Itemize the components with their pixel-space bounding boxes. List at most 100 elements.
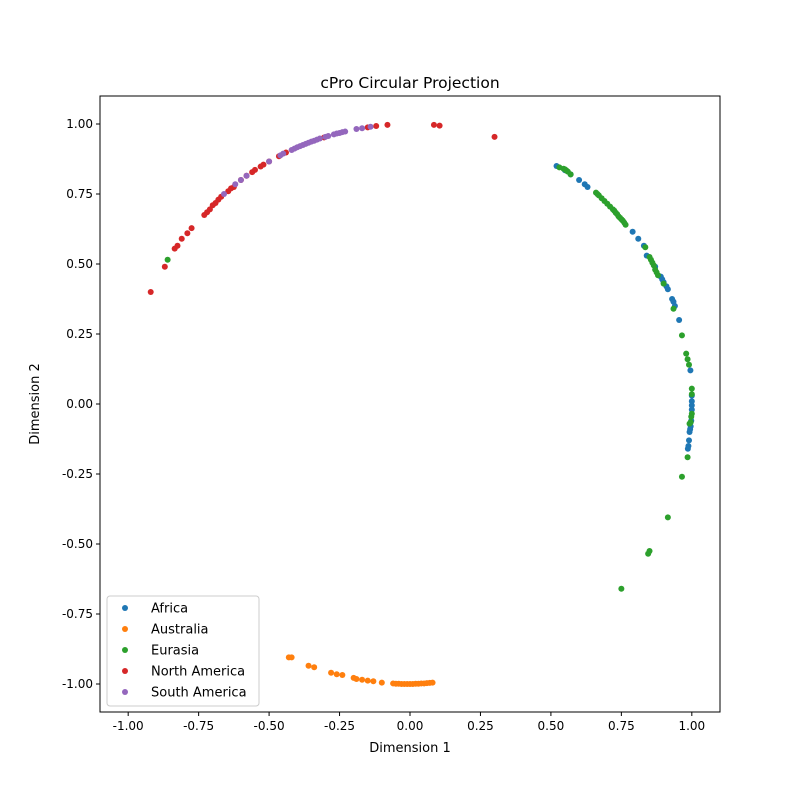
data-points <box>147 121 695 687</box>
data-point <box>359 676 366 683</box>
data-point <box>436 122 443 129</box>
data-point <box>688 402 695 409</box>
data-point <box>178 235 185 242</box>
data-point <box>622 221 629 228</box>
x-tick-label: 0.50 <box>538 719 565 733</box>
data-point <box>686 361 692 368</box>
data-point <box>232 181 239 188</box>
data-point <box>688 385 695 392</box>
data-point <box>645 550 652 557</box>
data-point <box>316 135 323 142</box>
data-point <box>342 128 349 135</box>
data-point <box>576 177 583 183</box>
series-south-america <box>221 123 374 197</box>
axis-ticks: -1.00 -0.75 -0.50 -0.25 0.00 0.25 0.50 0.75 1.00… <box>62 117 705 733</box>
data-point <box>688 413 695 420</box>
data-point <box>353 675 360 682</box>
legend-marker <box>122 668 128 674</box>
x-tick-label: -0.75 <box>183 719 214 733</box>
data-point <box>260 161 267 168</box>
data-point <box>370 678 377 685</box>
y-tick-label: -0.75 <box>62 607 93 621</box>
data-point <box>174 242 181 249</box>
data-point <box>184 230 191 237</box>
data-point <box>686 437 692 444</box>
data-point <box>430 121 437 128</box>
data-point <box>629 228 636 235</box>
data-point <box>664 514 671 521</box>
y-tick-label: 0.00 <box>66 397 93 411</box>
data-point <box>660 280 667 287</box>
data-point <box>280 150 287 157</box>
x-axis-label: Dimension 1 <box>369 741 451 756</box>
data-point <box>325 133 332 140</box>
data-point <box>664 286 671 293</box>
legend-box <box>106 595 260 707</box>
data-point <box>161 263 168 270</box>
data-point <box>686 429 693 435</box>
data-point <box>237 177 244 183</box>
data-point <box>328 669 335 676</box>
data-point <box>491 133 498 140</box>
y-tick-label: 0.50 <box>66 257 93 271</box>
data-point <box>353 126 360 133</box>
x-tick-label: -1.00 <box>113 719 144 733</box>
chart-title: cPro Circular Projection <box>320 74 499 92</box>
data-point <box>252 166 258 173</box>
legend: Africa Australia Eurasia North America South… <box>106 595 260 707</box>
data-point <box>206 206 213 213</box>
data-point <box>688 391 695 398</box>
legend-marker <box>122 647 128 653</box>
y-tick-label: -1.00 <box>62 677 93 691</box>
x-tick-label: 0.75 <box>608 719 635 733</box>
data-point <box>635 235 642 242</box>
legend-label: Eurasia <box>151 644 199 659</box>
data-point <box>618 585 625 592</box>
data-point <box>266 158 273 165</box>
data-point <box>164 256 171 263</box>
data-point <box>684 445 691 452</box>
x-tick-label: 0.00 <box>397 719 424 733</box>
data-point <box>243 172 250 179</box>
data-point <box>584 184 591 190</box>
data-point <box>688 406 695 413</box>
legend-label: South America <box>151 686 247 701</box>
x-tick-label: 0.25 <box>467 719 494 733</box>
data-point <box>567 171 574 178</box>
data-point <box>311 664 318 671</box>
legend-label: North America <box>151 665 245 680</box>
series-eurasia <box>164 164 695 592</box>
data-point <box>367 123 374 130</box>
data-point <box>676 317 683 323</box>
legend-marker <box>122 689 128 695</box>
data-point <box>670 305 677 312</box>
data-point <box>684 454 691 461</box>
x-tick-label: -0.25 <box>324 719 355 733</box>
data-point <box>364 677 371 684</box>
data-point <box>683 350 690 357</box>
legend-label: Africa <box>151 602 188 617</box>
legend-label: Australia <box>151 623 209 638</box>
data-point <box>686 420 693 427</box>
y-tick-label: 0.25 <box>66 327 93 341</box>
data-point <box>678 473 685 480</box>
y-axis-label: Dimension 2 <box>28 363 43 445</box>
data-point <box>359 125 366 132</box>
data-point <box>305 662 312 669</box>
data-point <box>339 672 346 679</box>
data-point <box>684 356 691 363</box>
data-point <box>655 272 661 279</box>
data-point <box>373 122 380 129</box>
data-point <box>221 191 227 197</box>
data-point <box>288 654 295 661</box>
data-point <box>678 332 685 339</box>
data-point <box>384 121 391 128</box>
data-point <box>642 244 649 251</box>
x-tick-label: -0.50 <box>254 719 285 733</box>
legend-marker <box>122 626 128 632</box>
data-point <box>147 289 154 295</box>
legend-marker <box>122 605 128 611</box>
data-point <box>429 679 436 686</box>
y-tick-label: 1.00 <box>66 117 93 131</box>
